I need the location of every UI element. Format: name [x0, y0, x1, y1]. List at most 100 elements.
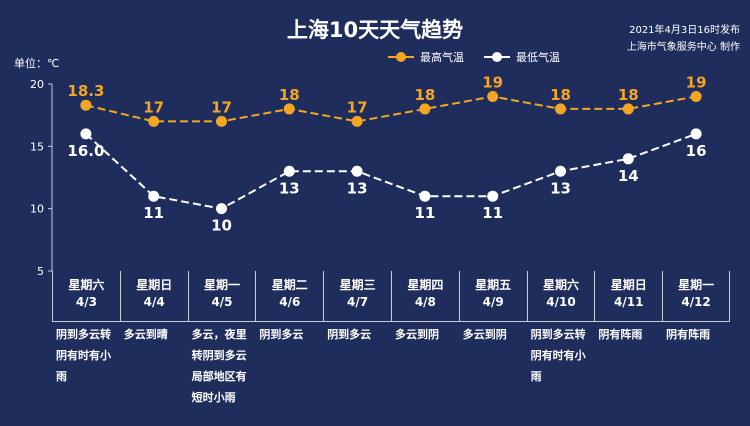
day-header: 星期四 4/8 — [390, 271, 459, 322]
y-tick-label: 15 — [30, 140, 44, 153]
day-header: 星期六 4/3 — [52, 271, 120, 322]
high-temp-point — [690, 90, 702, 102]
high-temp-label: 18 — [279, 86, 300, 104]
high-temp-point — [351, 115, 363, 127]
day-header: 星期六 4/10 — [526, 271, 595, 322]
date-label: 4/10 — [546, 295, 576, 309]
weekday-label: 星期六 — [68, 278, 105, 292]
high-temp-label: 18.3 — [67, 82, 104, 100]
legend-low-label: 最低气温 — [516, 51, 560, 64]
day-column: 星期日 4/11 阴有阵雨 — [594, 271, 663, 408]
weekday-label: 星期日 — [136, 278, 173, 292]
legend-high-marker — [388, 52, 414, 62]
high-temp-label: 18 — [414, 86, 435, 104]
low-temp-point — [419, 190, 431, 202]
legend-high-label: 最高气温 — [420, 51, 464, 64]
low-temp-point — [80, 128, 92, 140]
low-temp-label: 13 — [347, 179, 368, 197]
weekday-label: 星期一 — [678, 278, 715, 292]
date-label: 4/11 — [614, 295, 644, 309]
low-temp-label: 10 — [211, 217, 232, 235]
weekday-label: 星期日 — [610, 278, 647, 292]
day-column: 星期六 4/10 阴到多云转阴有时有小雨 — [526, 271, 595, 408]
day-header: 星期五 4/9 — [458, 271, 527, 322]
high-temp-label: 18 — [618, 86, 639, 104]
weather-description: 阴到多云 — [259, 328, 304, 341]
high-temp-label: 17 — [211, 98, 232, 116]
weather-description: 多云到阴 — [394, 328, 439, 341]
day-column: 星期日 4/4 多云到晴 — [119, 271, 188, 408]
low-temp-label: 11 — [143, 204, 164, 222]
weather-description: 多云，夜里转阴到多云局部地区有短时小雨 — [191, 328, 247, 404]
legend-high: 最高气温 — [388, 49, 464, 65]
release-source: 上海市气象服务中心 制作 — [626, 42, 740, 53]
weather-description: 阴有阵雨 — [666, 328, 711, 341]
date-label: 4/9 — [482, 295, 504, 309]
date-label: 4/5 — [211, 295, 233, 309]
low-temp-label: 16 — [686, 142, 707, 160]
date-label: 4/3 — [75, 295, 97, 309]
forecast-table: 星期六 4/3 阴到多云转阴有时有小雨 星期日 4/4 多云到晴 星期一 4/5 多云，夜里转阴… — [52, 271, 730, 408]
high-temp-label: 17 — [143, 98, 164, 116]
date-label: 4/6 — [279, 295, 301, 309]
high-temp-label: 19 — [686, 73, 707, 91]
high-temp-point — [487, 90, 499, 102]
low-temp-label: 16.0 — [67, 142, 104, 160]
y-tick-label: 5 — [37, 265, 44, 278]
day-header: 星期日 4/4 — [119, 271, 188, 322]
low-temp-point — [690, 128, 702, 140]
high-temp-point — [80, 99, 92, 111]
low-temp-point — [622, 153, 634, 165]
low-temp-point — [487, 190, 499, 202]
day-header: 星期一 4/5 — [187, 271, 256, 322]
weekday-label: 星期一 — [203, 278, 240, 292]
date-label: 4/12 — [681, 295, 711, 309]
high-temp-label: 19 — [482, 73, 503, 91]
day-column: 星期六 4/3 阴到多云转阴有时有小雨 — [52, 271, 120, 408]
legend-low-marker — [484, 52, 510, 62]
day-column: 星期一 4/12 阴有阵雨 — [662, 271, 730, 408]
low-temp-label: 11 — [482, 204, 503, 222]
date-label: 4/8 — [414, 295, 436, 309]
date-label: 4/4 — [143, 295, 165, 309]
unit-label: 单位：℃ — [14, 57, 60, 70]
high-temp-point — [148, 115, 160, 127]
weather-description: 阴到多云 — [327, 328, 372, 341]
low-temp-point — [283, 165, 295, 177]
day-header: 星期日 4/11 — [594, 271, 663, 322]
high-temp-point — [216, 115, 227, 127]
weather-description: 多云到阴 — [462, 328, 507, 341]
high-temp-point — [622, 103, 634, 115]
low-temp-line — [85, 132, 697, 210]
day-column: 星期二 4/6 阴到多云 — [255, 271, 324, 408]
high-temp-point — [283, 103, 295, 115]
day-column: 星期一 4/5 多云，夜里转阴到多云局部地区有短时小雨 — [187, 271, 256, 408]
release-info: 2021年4月3日16时发布 上海市气象服务中心 制作 — [540, 22, 740, 56]
day-column: 星期三 4/7 阴到多云 — [323, 271, 391, 408]
weather-description: 多云到晴 — [123, 328, 168, 341]
low-temp-label: 13 — [279, 179, 300, 197]
weather-description: 阴有阵雨 — [598, 328, 643, 341]
high-temp-label: 17 — [347, 98, 368, 116]
y-tick-label: 10 — [30, 203, 44, 216]
day-header: 星期二 4/6 — [255, 271, 324, 322]
low-temp-point — [216, 203, 227, 215]
weekday-label: 星期四 — [407, 278, 444, 292]
legend-low: 最低气温 — [484, 49, 560, 65]
weekday-label: 星期三 — [339, 278, 376, 292]
low-temp-label: 11 — [414, 204, 435, 222]
low-temp-point — [148, 190, 160, 202]
weather-description: 阴到多云转阴有时有小雨 — [56, 328, 111, 383]
y-tick-label: 20 — [30, 78, 44, 91]
weekday-label: 星期六 — [542, 278, 579, 292]
chart-title: 上海10天天气趋势 — [286, 18, 464, 42]
low-temp-point — [351, 165, 363, 177]
high-temp-label: 18 — [550, 86, 571, 104]
day-column: 星期五 4/9 多云到阴 — [458, 271, 527, 408]
low-temp-point — [555, 165, 566, 177]
low-temp-label: 13 — [550, 179, 571, 197]
weekday-label: 星期二 — [271, 278, 308, 292]
high-temp-point — [419, 103, 431, 115]
date-label: 4/7 — [347, 295, 369, 309]
